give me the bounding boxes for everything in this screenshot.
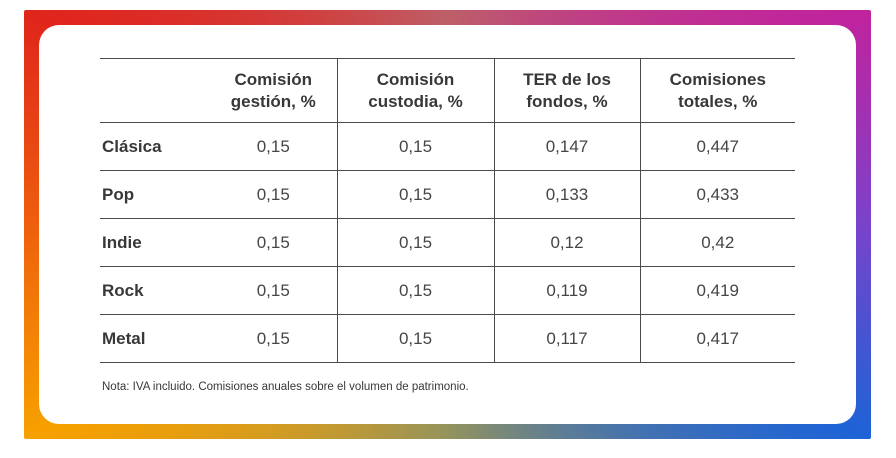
row-label: Pop (102, 184, 135, 204)
col-header-comisiones-totales: Comisiones totales, % (669, 69, 766, 111)
table-row-rock: Rock 0,15 0,15 0,119 0,419 (100, 266, 795, 315)
cell-gestion: 0,15 (210, 266, 338, 315)
cell-gestion: 0,15 (210, 218, 338, 267)
table-row-clasica: Clásica 0,15 0,15 0,147 0,447 (100, 122, 795, 171)
cell-totales: 0,433 (696, 184, 740, 204)
cell-totales: 0,419 (696, 280, 740, 300)
table-note: Nota: IVA incluido. Comisiones anuales s… (102, 381, 469, 393)
row-label: Metal (102, 328, 146, 348)
cell-ter: 0,119 (494, 266, 641, 315)
fees-table: Comisión gestión, % Comisión custodia, %… (100, 58, 795, 363)
cell-gestion: 0,15 (210, 314, 338, 363)
cell-totales: 0,447 (696, 136, 740, 156)
row-label: Rock (102, 280, 144, 300)
col-header-ter-fondos: TER de los fondos, % (494, 58, 641, 123)
cell-custodia: 0,15 (337, 266, 495, 315)
table-row-pop: Pop 0,15 0,15 0,133 0,433 (100, 170, 795, 219)
table-wrap: Comisión gestión, % Comisión custodia, %… (100, 58, 795, 393)
table-row-indie: Indie 0,15 0,15 0,12 0,42 (100, 218, 795, 267)
table-row-metal: Metal 0,15 0,15 0,117 0,417 (100, 314, 795, 363)
col-header-comision-custodia: Comisión custodia, % (337, 58, 495, 123)
cell-gestion: 0,15 (210, 122, 338, 171)
row-label: Indie (102, 232, 142, 252)
cell-totales: 0,42 (701, 232, 735, 252)
cell-ter: 0,117 (494, 314, 641, 363)
header-row: Comisión gestión, % Comisión custodia, %… (100, 58, 795, 123)
cell-custodia: 0,15 (337, 122, 495, 171)
cell-custodia: 0,15 (337, 314, 495, 363)
cell-ter: 0,133 (494, 170, 641, 219)
cell-gestion: 0,15 (210, 170, 338, 219)
fees-card: Comisión gestión, % Comisión custodia, %… (39, 25, 856, 424)
cell-ter: 0,12 (494, 218, 641, 267)
gradient-frame: Comisión gestión, % Comisión custodia, %… (24, 10, 871, 439)
cell-totales: 0,417 (696, 328, 740, 348)
cell-ter: 0,147 (494, 122, 641, 171)
cell-custodia: 0,15 (337, 218, 495, 267)
corner-header-cell (100, 59, 210, 123)
col-header-comision-gestion: Comisión gestión, % (210, 58, 338, 123)
row-label: Clásica (102, 136, 162, 156)
cell-custodia: 0,15 (337, 170, 495, 219)
